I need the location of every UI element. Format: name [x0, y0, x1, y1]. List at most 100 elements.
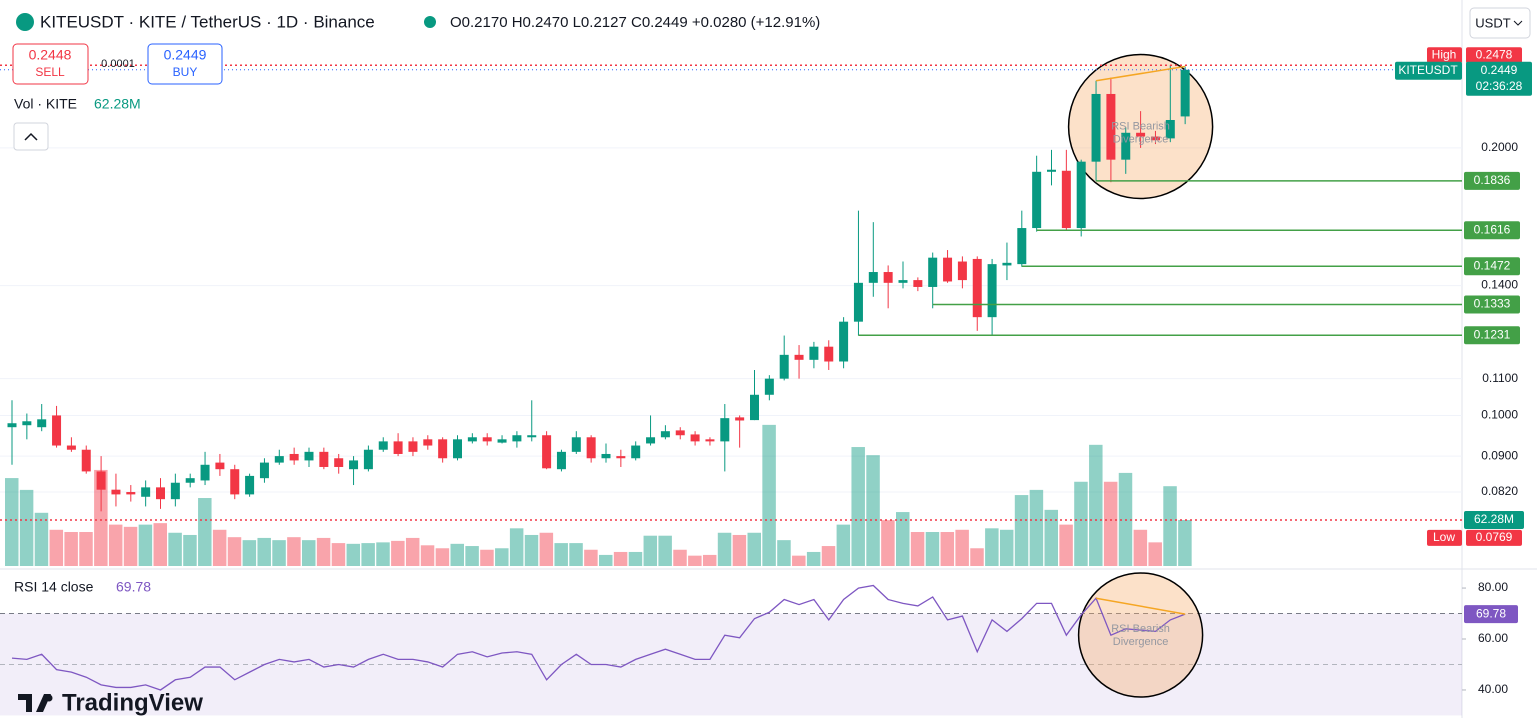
level-label-box — [1464, 295, 1520, 314]
volume-bar — [346, 543, 361, 566]
volume-bar — [331, 543, 346, 566]
volume-bar — [405, 537, 420, 566]
volume-bar — [925, 532, 940, 566]
volume-bar — [599, 554, 613, 566]
volume-bar — [34, 512, 49, 566]
high-value: 0.2478 — [1476, 47, 1513, 61]
spread: 0.0001 — [101, 58, 135, 70]
candle-body — [438, 439, 448, 459]
volume-bar — [806, 551, 821, 566]
currency-button[interactable] — [1469, 7, 1531, 39]
candle-body — [96, 471, 106, 490]
symbol-logo — [16, 13, 34, 31]
rsi-title: RSI 14 close — [14, 579, 94, 595]
volume-bar — [242, 540, 257, 566]
candle-body — [467, 437, 477, 442]
level-label-box — [1464, 221, 1520, 240]
y-tick-label: 0.1100 — [1482, 371, 1518, 385]
candle-body — [1180, 69, 1190, 117]
collapse-button[interactable] — [13, 122, 49, 151]
volume-bar — [628, 551, 643, 566]
volume-bar — [554, 543, 568, 566]
high-tag-box — [1427, 47, 1462, 64]
last-value-box — [1466, 61, 1532, 96]
candle-body — [571, 437, 581, 452]
volume-bar — [450, 543, 464, 566]
sell-button[interactable] — [12, 43, 89, 85]
volume-bar — [435, 548, 450, 566]
annotation-circle — [1077, 572, 1204, 698]
candle-body — [1032, 171, 1042, 229]
candle-body — [7, 423, 17, 428]
candle-body — [1165, 119, 1175, 139]
volume-bar — [777, 540, 791, 566]
volume-value: 62.28M — [94, 96, 141, 112]
logo-dot — [45, 694, 53, 702]
high-tag: High — [1432, 47, 1457, 61]
volume-bar — [168, 532, 182, 566]
candle-body — [705, 439, 715, 442]
candle-body — [52, 415, 62, 446]
candle-body — [764, 378, 774, 395]
candle-body — [527, 435, 537, 438]
candle-body — [542, 435, 552, 469]
candle-body — [987, 264, 997, 318]
volume-bar — [509, 528, 524, 566]
low-value: 0.0769 — [1476, 530, 1513, 544]
candle-body — [616, 456, 626, 459]
candle-body — [453, 439, 462, 459]
volume-bar — [287, 537, 301, 566]
volume-bar — [881, 520, 895, 566]
candle-body — [274, 456, 284, 463]
candle-body — [289, 453, 299, 461]
volume-last-box — [1464, 510, 1524, 529]
sell-price: 0.2448 — [29, 47, 72, 63]
candle-body — [482, 437, 492, 442]
volume-bar — [910, 532, 925, 566]
volume-bar — [896, 512, 910, 566]
candle-body — [943, 257, 953, 282]
level-label: 0.1616 — [1474, 222, 1511, 236]
volume-bar — [658, 535, 672, 566]
candle-body — [334, 458, 344, 467]
candle-body — [735, 417, 745, 421]
candle-body — [928, 257, 938, 287]
y-tick-label: 0.2000 — [1481, 140, 1518, 154]
candle-body — [853, 282, 863, 322]
level-label: 0.1231 — [1474, 327, 1511, 341]
volume-bar — [673, 549, 687, 566]
rsi-tick-label: 60.00 — [1478, 631, 1508, 645]
volume-bar — [613, 551, 628, 566]
volume-bar — [1029, 489, 1044, 566]
volume-bar — [688, 555, 702, 566]
level-label: 0.1472 — [1474, 258, 1511, 272]
annotation-text: Divergence — [1113, 133, 1169, 145]
y-tick-label: 0.1000 — [1481, 408, 1518, 422]
candle-body — [259, 462, 269, 479]
candle-body — [185, 478, 195, 483]
volume-bar — [762, 424, 776, 566]
symbol-title: KITEUSDT · KITE / TetherUS · 1D · Binanc… — [40, 12, 375, 31]
volume-bar — [1148, 542, 1162, 566]
volume-bar — [1103, 481, 1118, 566]
volume-bar — [5, 478, 19, 566]
marks-layer: 0.2000 0.1400 0.1100 0.1000 0.0900 0.0820 80.0… — [0, 47, 1532, 696]
annotation-text: RSI Bearish — [1111, 120, 1170, 132]
candle-body — [1061, 170, 1071, 229]
divergence-line — [1095, 65, 1186, 82]
volume-bar — [1074, 481, 1088, 566]
low-value-box — [1466, 529, 1522, 546]
buy-button[interactable] — [147, 43, 223, 85]
candle-body — [304, 451, 314, 461]
volume-bar — [94, 469, 108, 566]
candle-body — [631, 445, 641, 459]
volume-bar — [851, 447, 865, 566]
candle-body — [126, 492, 136, 495]
volume-bar — [970, 548, 984, 566]
candle-body — [883, 272, 893, 283]
volume-bar — [183, 534, 197, 566]
volume-bar — [123, 526, 138, 566]
dropdown-icon — [1513, 20, 1523, 26]
candle-body — [720, 418, 730, 442]
candle-body — [363, 449, 373, 470]
